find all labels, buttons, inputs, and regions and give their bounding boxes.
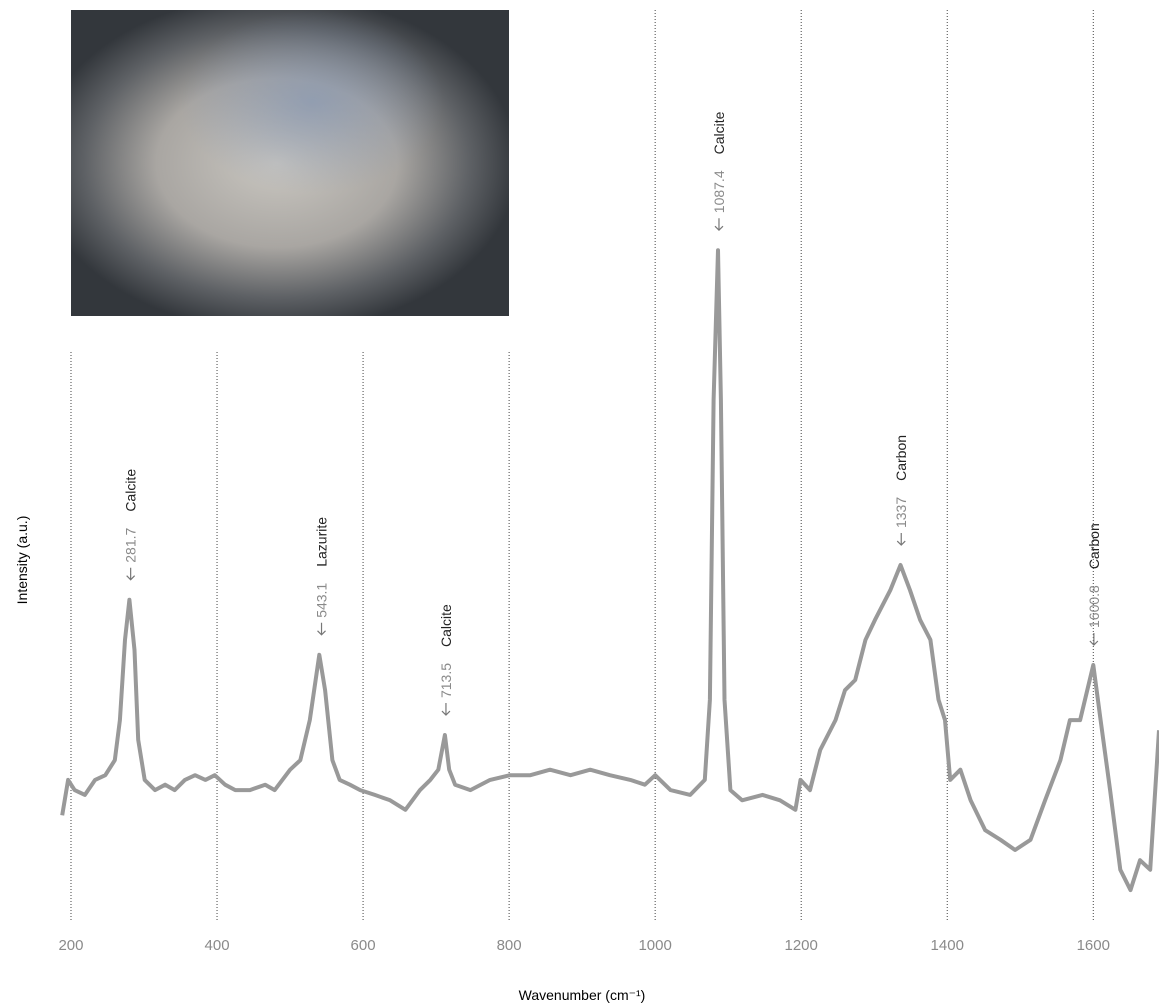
x-tick-label: 1000 bbox=[638, 937, 671, 954]
annotation: 713.5 Calcite bbox=[438, 604, 454, 715]
x-tick-label: 800 bbox=[497, 937, 522, 954]
annotation-arrow bbox=[318, 623, 326, 635]
x-tick-label: 200 bbox=[58, 937, 83, 954]
annotation-arrow bbox=[1090, 633, 1098, 645]
annotation-label: Carbon bbox=[1086, 523, 1102, 569]
x-tick-label: 1200 bbox=[785, 937, 818, 954]
annotation-label: Calcite bbox=[123, 469, 139, 512]
annotation-value: 543.1 bbox=[314, 583, 330, 618]
annotation: 1337 Carbon bbox=[893, 435, 909, 545]
annotation-value: 713.5 bbox=[438, 663, 454, 698]
annotation-label: Calcite bbox=[438, 604, 454, 647]
page: {"chart_data": {"type": "line", "y_label… bbox=[0, 0, 1159, 1007]
microscope-photo bbox=[71, 10, 509, 316]
x-tick-label: 1600 bbox=[1077, 937, 1110, 954]
x-tick-label: 600 bbox=[351, 937, 376, 954]
annotation-label: Lazurite bbox=[314, 517, 330, 567]
annotation-value: 281.7 bbox=[123, 527, 139, 562]
x-tick-label: 1400 bbox=[931, 937, 964, 954]
annotation: 1087.4 Calcite bbox=[711, 111, 727, 230]
annotation-arrow bbox=[715, 218, 723, 230]
annotation-value: 1600.8 bbox=[1086, 585, 1102, 628]
annotation-arrow bbox=[442, 703, 450, 715]
annotation-arrow bbox=[127, 568, 135, 580]
annotation-value: 1087.4 bbox=[711, 170, 727, 213]
x-tick-label: 400 bbox=[205, 937, 230, 954]
annotation: 281.7 Calcite bbox=[123, 469, 139, 580]
annotation-label: Calcite bbox=[711, 111, 727, 154]
annotation-label: Carbon bbox=[893, 435, 909, 481]
chart: 200 400 600 800 1000 1200 1400 1600 281.7 Calcite… bbox=[0, 0, 1159, 1007]
annotation: 1600.8 Carbon bbox=[1086, 523, 1102, 645]
x-axis-label: Wavenumber (cm⁻¹) bbox=[519, 987, 646, 1003]
annotation-arrow bbox=[897, 533, 905, 545]
annotation: 543.1 Lazurite bbox=[314, 517, 330, 635]
y-axis-label: Intensity (a.u.) bbox=[14, 516, 30, 605]
annotation-value: 1337 bbox=[893, 497, 909, 528]
